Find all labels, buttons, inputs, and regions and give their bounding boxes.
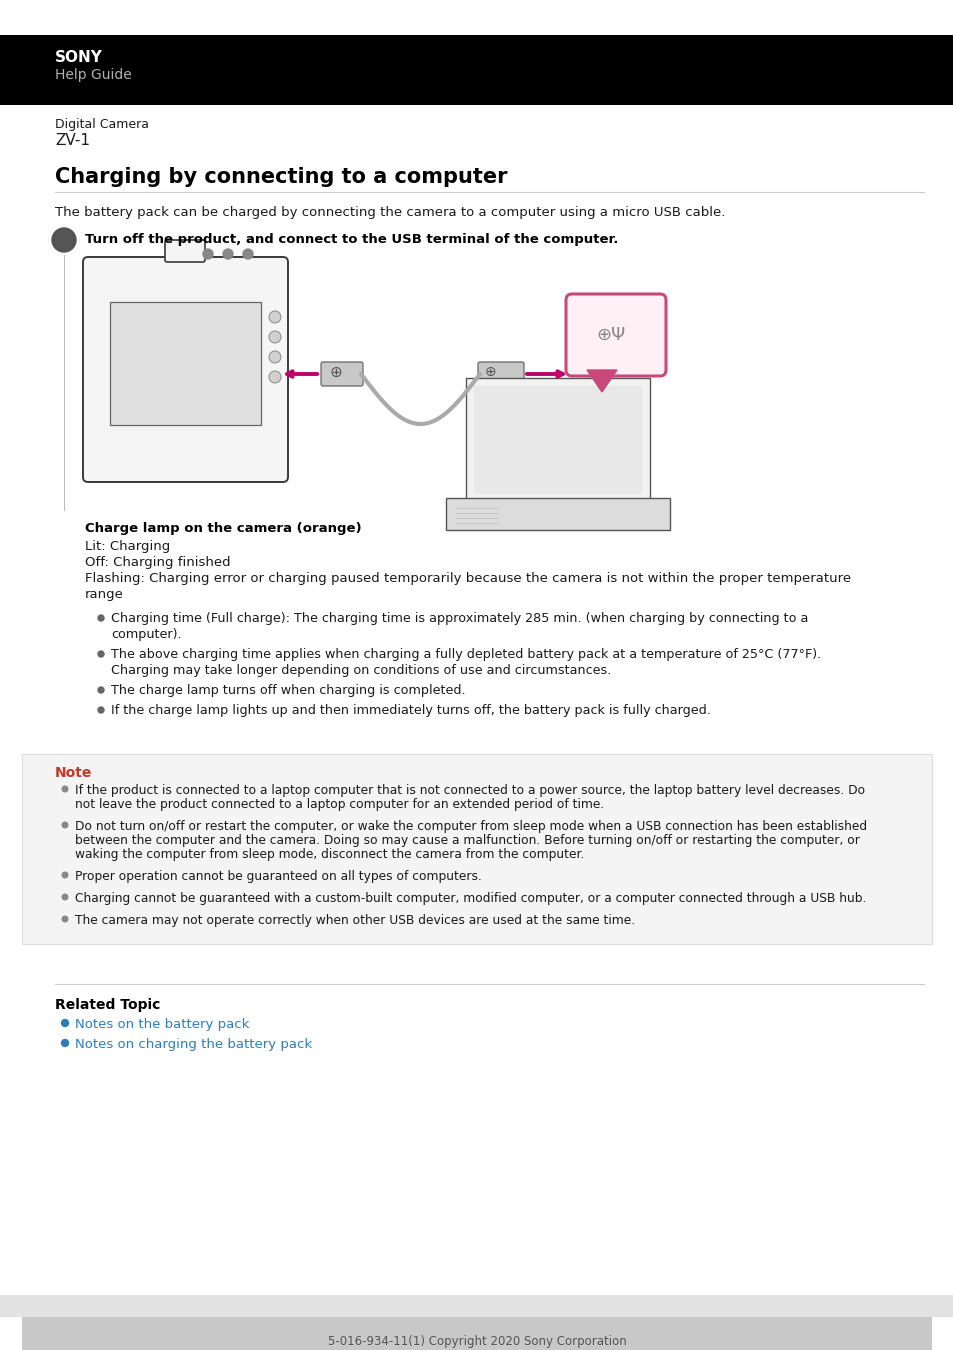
Polygon shape xyxy=(586,370,617,392)
Text: If the charge lamp lights up and then immediately turns off, the battery pack is: If the charge lamp lights up and then im… xyxy=(111,703,710,717)
Text: Lit: Charging: Lit: Charging xyxy=(85,540,170,553)
Bar xyxy=(0,0,953,35)
FancyBboxPatch shape xyxy=(83,256,288,482)
Text: computer).: computer). xyxy=(111,628,181,641)
Text: ZV-1: ZV-1 xyxy=(55,134,90,148)
Text: Charging cannot be guaranteed with a custom-built computer, modified computer, o: Charging cannot be guaranteed with a cus… xyxy=(75,892,865,904)
Text: Notes on charging the battery pack: Notes on charging the battery pack xyxy=(75,1038,312,1052)
Text: Proper operation cannot be guaranteed on all types of computers.: Proper operation cannot be guaranteed on… xyxy=(75,869,481,883)
Circle shape xyxy=(269,371,281,383)
FancyBboxPatch shape xyxy=(165,240,205,262)
Text: waking the computer from sleep mode, disconnect the camera from the computer.: waking the computer from sleep mode, dis… xyxy=(75,848,584,861)
Bar xyxy=(22,1318,931,1350)
Circle shape xyxy=(98,616,104,621)
Text: ⊕: ⊕ xyxy=(484,364,497,379)
Text: SONY: SONY xyxy=(55,50,103,65)
Circle shape xyxy=(52,228,76,252)
Text: Help Guide: Help Guide xyxy=(55,68,132,82)
Circle shape xyxy=(98,651,104,657)
Text: Off: Charging finished: Off: Charging finished xyxy=(85,556,231,568)
Text: Charging by connecting to a computer: Charging by connecting to a computer xyxy=(55,167,507,188)
Text: 5-016-934-11(1) Copyright 2020 Sony Corporation: 5-016-934-11(1) Copyright 2020 Sony Corp… xyxy=(327,1335,626,1347)
FancyBboxPatch shape xyxy=(477,362,523,386)
Text: range: range xyxy=(85,589,124,601)
Text: Charge lamp on the camera (orange): Charge lamp on the camera (orange) xyxy=(85,522,361,535)
Text: ⊕: ⊕ xyxy=(330,364,342,379)
Circle shape xyxy=(98,687,104,693)
Text: Note: Note xyxy=(55,765,92,780)
Text: The camera may not operate correctly when other USB devices are used at the same: The camera may not operate correctly whe… xyxy=(75,914,635,927)
Text: Flashing: Charging error or charging paused temporarily because the camera is no: Flashing: Charging error or charging pau… xyxy=(85,572,850,585)
Bar xyxy=(22,755,931,944)
FancyBboxPatch shape xyxy=(320,362,363,386)
Circle shape xyxy=(203,248,213,259)
Text: The charge lamp turns off when charging is completed.: The charge lamp turns off when charging … xyxy=(111,684,465,697)
Text: Charging time (Full charge): The charging time is approximately 285 min. (when c: Charging time (Full charge): The chargin… xyxy=(111,612,807,625)
Circle shape xyxy=(269,351,281,363)
Circle shape xyxy=(62,872,68,878)
Circle shape xyxy=(61,1019,69,1026)
Circle shape xyxy=(269,310,281,323)
Circle shape xyxy=(62,822,68,828)
Bar xyxy=(110,302,261,425)
Circle shape xyxy=(98,707,104,713)
Circle shape xyxy=(61,1040,69,1046)
Text: The above charging time applies when charging a fully depleted battery pack at a: The above charging time applies when cha… xyxy=(111,648,821,662)
Text: Notes on the battery pack: Notes on the battery pack xyxy=(75,1018,249,1031)
Text: Digital Camera: Digital Camera xyxy=(55,117,149,131)
Circle shape xyxy=(62,894,68,900)
Circle shape xyxy=(62,917,68,922)
FancyBboxPatch shape xyxy=(446,498,669,531)
Text: ⊕Ψ: ⊕Ψ xyxy=(596,325,625,344)
FancyBboxPatch shape xyxy=(565,294,665,377)
Text: The battery pack can be charged by connecting the camera to a computer using a m: The battery pack can be charged by conne… xyxy=(55,207,724,219)
Circle shape xyxy=(223,248,233,259)
Text: Related Topic: Related Topic xyxy=(55,998,160,1012)
Text: Do not turn on/off or restart the computer, or wake the computer from sleep mode: Do not turn on/off or restart the comput… xyxy=(75,819,866,833)
Text: between the computer and the camera. Doing so may cause a malfunction. Before tu: between the computer and the camera. Doi… xyxy=(75,834,859,846)
Text: Charging may take longer depending on conditions of use and circumstances.: Charging may take longer depending on co… xyxy=(111,664,611,676)
FancyBboxPatch shape xyxy=(465,378,649,502)
Text: 1: 1 xyxy=(60,234,69,246)
Circle shape xyxy=(243,248,253,259)
Text: not leave the product connected to a laptop computer for an extended period of t: not leave the product connected to a lap… xyxy=(75,798,603,811)
Text: If the product is connected to a laptop computer that is not connected to a powe: If the product is connected to a laptop … xyxy=(75,784,864,796)
Circle shape xyxy=(269,331,281,343)
Circle shape xyxy=(62,786,68,792)
Bar xyxy=(474,386,641,494)
Text: Turn off the product, and connect to the USB terminal of the computer.: Turn off the product, and connect to the… xyxy=(85,234,618,246)
Bar xyxy=(0,1295,953,1318)
Bar xyxy=(0,35,953,105)
